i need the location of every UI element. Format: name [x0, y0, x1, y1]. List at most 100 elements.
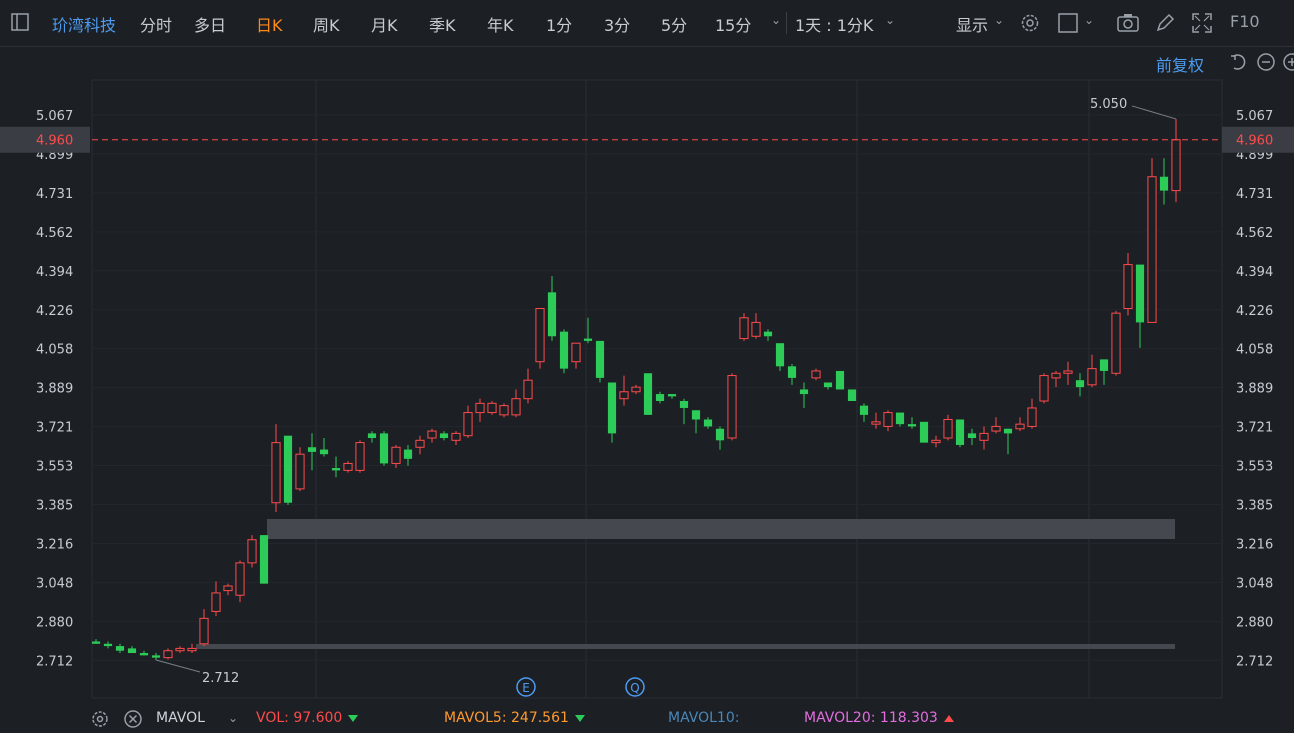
candle [607, 382, 617, 443]
f10-button[interactable]: F10 [1230, 12, 1260, 31]
current-price-tag-right [1222, 126, 1294, 153]
candlestick-chart[interactable]: 5.0674.8994.7314.5624.3944.2264.0583.889… [0, 46, 1294, 704]
candle-body [319, 449, 329, 455]
event-marker-e[interactable]: E [516, 677, 536, 697]
price-tick-label: 3.553 [36, 460, 73, 475]
candle [571, 342, 581, 369]
tab-niank[interactable]: 年K [487, 16, 514, 35]
candle-body [199, 617, 209, 645]
candle [523, 368, 533, 404]
candle [139, 650, 149, 656]
min-price-leader [155, 659, 201, 673]
candle-body [703, 419, 713, 427]
tab-5min[interactable]: 5分 [661, 16, 688, 35]
candle [295, 447, 305, 492]
candle-body [919, 421, 929, 443]
square-toggle-icon[interactable] [1056, 11, 1080, 35]
sidebar-toggle-icon[interactable] [10, 12, 30, 32]
candle-body [511, 398, 521, 416]
price-tick-label: 3.385 [36, 499, 73, 514]
candle [643, 373, 653, 415]
candle [427, 428, 437, 443]
indicator-name[interactable]: MAVOL [156, 710, 205, 726]
candle-body [451, 432, 461, 441]
more-periods-chevron-icon[interactable]: ⌄ [771, 13, 782, 27]
display-chevron-icon[interactable]: ⌄ [994, 13, 1005, 27]
tab-yuek[interactable]: 月K [371, 16, 398, 35]
candle [907, 417, 917, 429]
candle [727, 373, 737, 441]
indicator-settings-gear-icon[interactable] [90, 709, 110, 733]
mavol20-up-arrow-icon [943, 714, 954, 722]
candle-body [799, 389, 809, 395]
candle-body [811, 370, 821, 379]
candle-body [1087, 368, 1097, 386]
candle [511, 389, 521, 418]
mavol20-value: 118.303 [879, 710, 938, 726]
candle [463, 405, 473, 439]
candle [211, 581, 221, 617]
candle-body [883, 412, 893, 427]
candle [115, 643, 125, 654]
tab-zhouk[interactable]: 周K [313, 16, 340, 35]
zoom-in-icon[interactable] [1282, 52, 1294, 72]
square-chevron-icon[interactable]: ⌄ [1084, 13, 1095, 27]
tab-fenshi[interactable]: 分时 [140, 16, 173, 35]
price-tick-label: 3.889 [36, 382, 73, 397]
candle [499, 403, 509, 418]
candle-body [439, 433, 449, 439]
candle-body [151, 655, 161, 658]
fullscreen-icon[interactable] [1190, 11, 1214, 35]
tab-15min[interactable]: 15分 [715, 16, 752, 35]
candle [823, 382, 833, 390]
candle-body [1063, 370, 1073, 374]
left-price-axis: 5.0674.8994.7314.5624.3944.2264.0583.889… [36, 109, 73, 669]
candle-body [91, 641, 101, 644]
stock-name[interactable]: 玠湾科技 [52, 16, 117, 35]
indicator-chevron-icon[interactable]: ⌄ [228, 711, 239, 725]
candle [415, 435, 425, 455]
interval-chevron-icon[interactable]: ⌄ [885, 13, 896, 27]
zoom-out-icon[interactable] [1256, 52, 1276, 72]
tab-3min[interactable]: 3分 [604, 16, 631, 35]
candle-body [307, 447, 317, 452]
event-marker-q[interactable]: Q [625, 677, 645, 697]
candle [787, 364, 797, 385]
candle-body [271, 442, 281, 504]
tab-jik[interactable]: 季K [429, 16, 456, 35]
vol-label: VOL: [256, 710, 289, 726]
candle [307, 433, 317, 471]
mavol5-readout: MAVOL5: 247.561 [444, 710, 585, 726]
adjust-mode-button[interactable]: 前复权 [1156, 56, 1205, 75]
candle [331, 456, 341, 478]
candle-body [391, 446, 401, 464]
undo-icon[interactable] [1228, 52, 1248, 72]
tab-1min[interactable]: 1分 [546, 16, 573, 35]
mavol10-readout: MAVOL10: [668, 710, 740, 726]
price-tick-label: 3.553 [1236, 460, 1273, 475]
tab-rik[interactable]: 日K [256, 16, 283, 35]
price-tick-label: 4.562 [36, 226, 73, 241]
tab-duori[interactable]: 多日 [194, 16, 227, 35]
candle [379, 431, 389, 466]
candle-body [559, 331, 569, 369]
indicator-close-icon[interactable] [123, 709, 143, 733]
candle-body [619, 391, 629, 400]
candle [259, 535, 269, 584]
candle-body [679, 401, 689, 408]
price-tick-label: 4.394 [36, 265, 73, 280]
candle [559, 329, 569, 374]
candle-body [583, 338, 593, 341]
candle-body [1099, 359, 1109, 371]
pencil-icon[interactable] [1153, 11, 1177, 35]
candle [739, 313, 749, 341]
interval-select[interactable]: 1天 : 1分K [795, 16, 874, 35]
candle-body [1039, 375, 1049, 402]
display-menu[interactable]: 显示 [956, 16, 989, 35]
vol-down-arrow-icon [348, 714, 359, 722]
divider [786, 12, 787, 34]
camera-icon[interactable] [1116, 11, 1140, 35]
candle-body [931, 439, 941, 444]
current-price-tag-left [0, 126, 90, 153]
settings-gear-icon[interactable] [1018, 11, 1042, 35]
